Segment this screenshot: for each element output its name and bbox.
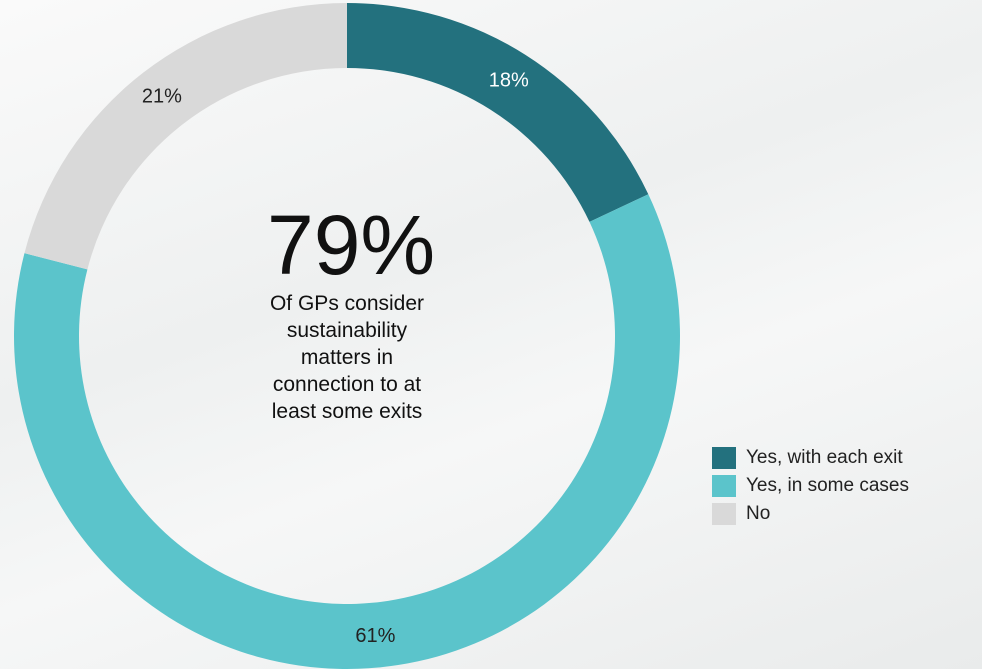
center-annotation: 79% Of GPs consider sustainability matte… xyxy=(267,198,436,425)
legend-swatch xyxy=(712,475,736,497)
donut-segment xyxy=(24,3,348,270)
legend-label: No xyxy=(746,503,770,524)
legend-swatch xyxy=(712,447,736,469)
legend-label: Yes, with each exit xyxy=(746,447,903,468)
data-label: 61% xyxy=(355,625,395,647)
legend-swatch xyxy=(712,503,736,525)
donut-segment xyxy=(347,3,649,222)
data-label: 21% xyxy=(142,86,182,108)
data-label: 18% xyxy=(489,69,529,91)
legend-label: Yes, in some cases xyxy=(746,475,909,496)
center-subtext: Of GPs consider sustainability matters i… xyxy=(269,292,425,423)
donut-segment xyxy=(14,194,681,669)
center-value: 79% xyxy=(267,198,436,292)
